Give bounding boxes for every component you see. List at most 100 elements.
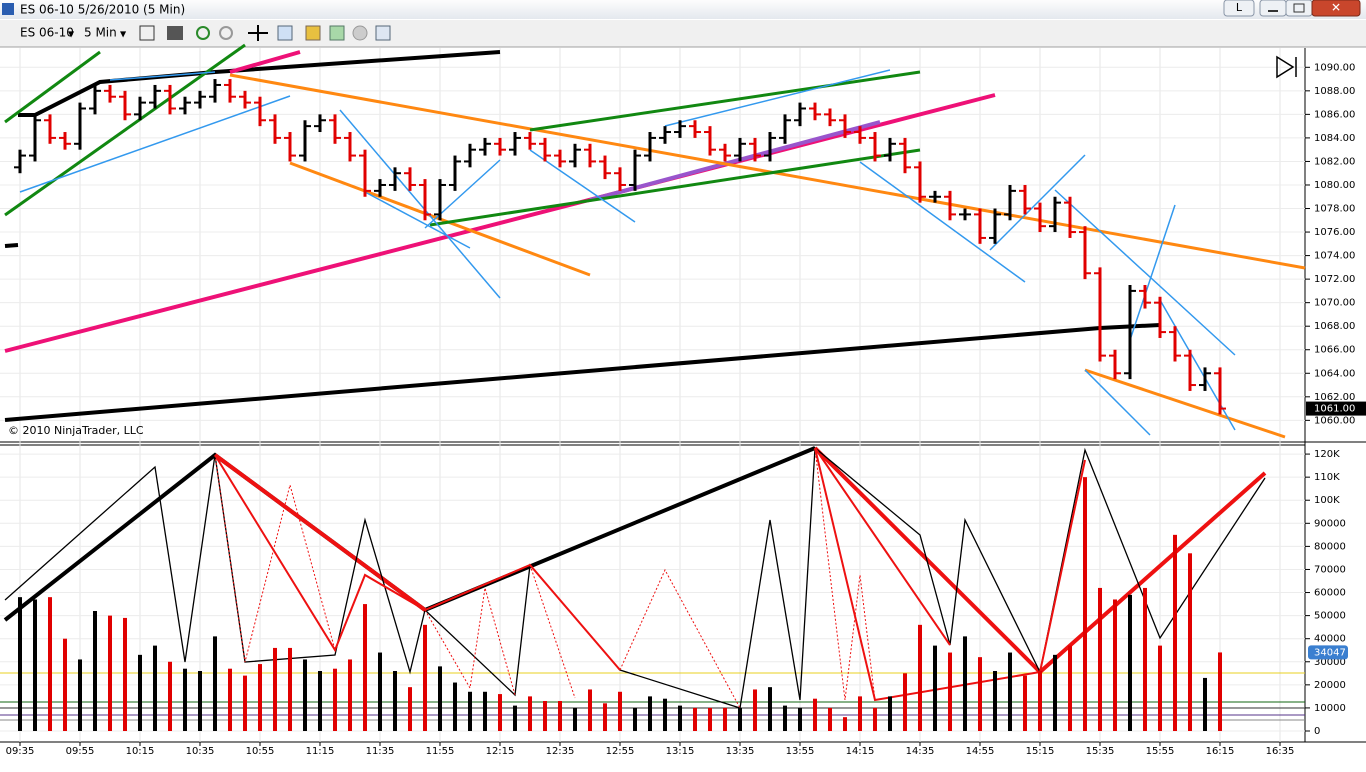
time-tick-label: 12:55 bbox=[606, 746, 635, 757]
volume-bar bbox=[543, 701, 547, 731]
y-tick-label: 1078.00 bbox=[1314, 204, 1355, 215]
volume-bar bbox=[138, 654, 142, 731]
y-tick-label: 120K bbox=[1314, 449, 1340, 460]
y-tick-label: 1062.00 bbox=[1314, 392, 1355, 403]
window-title: ES 06-10 5/26/2010 (5 Min) bbox=[20, 3, 185, 17]
time-tick-label: 16:35 bbox=[1266, 746, 1295, 757]
volume-bar bbox=[1128, 594, 1132, 731]
volume-bar bbox=[843, 717, 847, 731]
zigzag bbox=[214, 447, 1086, 702]
y-tick-label: 80000 bbox=[1314, 541, 1346, 552]
time-tick-label: 12:15 bbox=[486, 746, 515, 757]
y-tick-label: 1086.00 bbox=[1314, 109, 1355, 120]
close-icon[interactable]: ✕ bbox=[1331, 1, 1341, 15]
l-button-label[interactable]: L bbox=[1236, 1, 1243, 14]
volume-bar bbox=[678, 705, 682, 731]
time-tick-label: 14:35 bbox=[906, 746, 935, 757]
volume-bar bbox=[603, 703, 607, 731]
minimize-button[interactable] bbox=[1259, 0, 1287, 17]
volume-bar bbox=[633, 707, 637, 731]
volume-bar bbox=[993, 671, 997, 731]
zoom-in-icon[interactable] bbox=[196, 26, 210, 40]
interval-selector[interactable]: 5 Min bbox=[84, 26, 117, 40]
y-tick-label: 60000 bbox=[1314, 588, 1346, 599]
last-volume-box bbox=[1308, 645, 1348, 660]
volume-bar bbox=[768, 687, 772, 731]
volume-bar bbox=[693, 707, 697, 731]
volume-bar bbox=[468, 691, 472, 731]
toolbar bbox=[0, 20, 1366, 47]
y-tick-label: 50000 bbox=[1314, 611, 1346, 622]
volume-bar bbox=[498, 694, 502, 731]
dropdown-arrow[interactable]: ▼ bbox=[120, 30, 127, 39]
y-tick-label: 10000 bbox=[1314, 703, 1346, 714]
volume-bar bbox=[213, 636, 217, 731]
data-box-icon[interactable] bbox=[375, 25, 391, 41]
time-tick-label: 09:55 bbox=[66, 746, 95, 757]
y-tick-label: 1084.00 bbox=[1314, 133, 1355, 144]
volume-bar bbox=[63, 638, 67, 731]
volume-bar bbox=[123, 617, 127, 731]
volume-bar bbox=[78, 659, 82, 731]
y-tick-label: 1076.00 bbox=[1314, 227, 1355, 238]
copyright: © 2010 NinjaTrader, LLC bbox=[8, 424, 144, 437]
trend-line bbox=[229, 73, 1306, 270]
bar-type-icon[interactable] bbox=[139, 25, 155, 41]
instrument-selector[interactable]: ES 06-10 bbox=[20, 26, 74, 40]
time-tick-label: 10:55 bbox=[246, 746, 275, 757]
y-tick-label: 1088.00 bbox=[1314, 86, 1355, 97]
volume-bar bbox=[198, 671, 202, 731]
volume-bar bbox=[978, 657, 982, 731]
scroll-end-icon[interactable] bbox=[1276, 55, 1297, 79]
volume-bar bbox=[273, 647, 277, 731]
volume-bar bbox=[738, 707, 742, 731]
volume-bar bbox=[93, 611, 97, 731]
volume-bar bbox=[963, 636, 967, 731]
volume-bar bbox=[813, 698, 817, 731]
crosshair-icon[interactable] bbox=[248, 25, 268, 41]
volume-bar bbox=[48, 597, 52, 731]
volume-bar bbox=[888, 696, 892, 731]
volume-bar bbox=[858, 696, 862, 731]
y-tick-label: 100K bbox=[1314, 495, 1340, 506]
volume-bar bbox=[1158, 645, 1162, 731]
y-tick-label: 1066.00 bbox=[1314, 345, 1355, 356]
app-icon bbox=[2, 3, 14, 15]
last-price-label: 1061.00 bbox=[1314, 404, 1355, 415]
trend-line bbox=[4, 93, 996, 353]
volume-bar bbox=[753, 689, 757, 731]
y-tick-label: 70000 bbox=[1314, 564, 1346, 575]
volume-bar bbox=[108, 615, 112, 731]
trend-line bbox=[429, 148, 921, 227]
draw-icon[interactable] bbox=[167, 26, 183, 40]
alert-icon[interactable] bbox=[352, 25, 368, 41]
l-button[interactable] bbox=[1223, 0, 1255, 17]
time-tick-label: 11:35 bbox=[366, 746, 395, 757]
dropdown-arrow[interactable]: ▼ bbox=[68, 30, 75, 39]
chart-area bbox=[0, 48, 1366, 768]
volume-bar bbox=[1008, 652, 1012, 731]
indicator-icon[interactable] bbox=[329, 25, 345, 41]
volume-bar bbox=[333, 668, 337, 731]
close-button[interactable] bbox=[1311, 0, 1361, 17]
volume-bar bbox=[288, 647, 292, 731]
volume-bar bbox=[348, 659, 352, 731]
volume-bar bbox=[588, 689, 592, 731]
y-tick-label: 110K bbox=[1314, 472, 1340, 483]
volume-bar bbox=[33, 599, 37, 731]
volume-bar bbox=[618, 691, 622, 731]
time-tick-label: 13:55 bbox=[786, 746, 815, 757]
zoom-out-icon[interactable] bbox=[219, 26, 233, 40]
strategy-icon[interactable] bbox=[305, 25, 321, 41]
volume-bar bbox=[378, 652, 382, 731]
volume-bar bbox=[873, 707, 877, 731]
time-tick-label: 13:35 bbox=[726, 746, 755, 757]
volume-bar bbox=[393, 671, 397, 731]
y-tick-label: 0 bbox=[1314, 726, 1320, 737]
time-tick-label: 12:35 bbox=[546, 746, 575, 757]
volume-bar bbox=[528, 696, 532, 731]
volume-bar bbox=[513, 705, 517, 731]
properties-icon[interactable] bbox=[277, 25, 293, 41]
y-tick-label: 90000 bbox=[1314, 518, 1346, 529]
maximize-button[interactable] bbox=[1285, 0, 1313, 17]
